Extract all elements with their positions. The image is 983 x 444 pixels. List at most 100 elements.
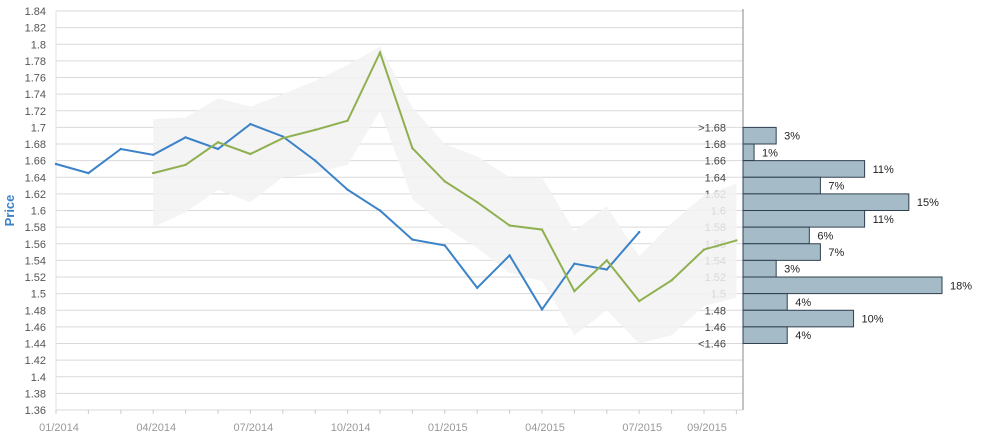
actual-data-point	[508, 254, 511, 257]
histogram-bin-label: 1.48	[705, 305, 726, 317]
forecast-data-point	[476, 200, 479, 204]
y-tick-label: 1.36	[25, 405, 46, 417]
histogram-bar	[742, 326, 788, 344]
histogram-bar	[742, 226, 810, 245]
forecast-data-point	[702, 248, 706, 251]
forecast-data-point	[184, 163, 187, 166]
histogram-percent-label: 11%	[873, 214, 894, 226]
histogram-bar	[742, 193, 910, 211]
x-tick-label: 01/2014	[39, 422, 79, 434]
histogram-percent-label: 3%	[784, 264, 800, 276]
histogram-bar	[742, 259, 777, 278]
y-tick-label: 1.76	[25, 73, 46, 85]
y-tick-label: 1.62	[25, 189, 46, 201]
y-tick-label: 1.48	[25, 305, 46, 317]
histogram-bar	[742, 176, 821, 195]
y-tick-label: 1.64	[25, 172, 46, 184]
forecast-data-point	[670, 279, 673, 282]
histogram-bin-label: 1.66	[705, 156, 726, 168]
y-tick-label: 1.5	[31, 289, 46, 301]
histogram-percent-label: 7%	[828, 181, 844, 193]
forecast-data-point	[346, 119, 349, 122]
y-tick-label: 1.72	[25, 106, 46, 118]
actual-data-point	[119, 147, 123, 151]
y-tick-label: 1.7	[31, 122, 46, 134]
forecast-data-point	[735, 239, 738, 242]
x-tick-label: 10/2014	[331, 422, 371, 434]
forecast-data-point	[216, 141, 220, 144]
histogram-percent-label: 18%	[950, 280, 972, 292]
histogram-percent-label: 15%	[917, 197, 939, 209]
actual-data-point	[411, 238, 414, 241]
actual-data-point	[443, 244, 446, 247]
forecast-data-point	[281, 136, 284, 140]
histogram-bar	[742, 276, 943, 295]
histogram-bar	[742, 160, 866, 178]
forecast-data-point	[152, 171, 155, 175]
y-tick-label: 1.8	[31, 39, 46, 51]
forecast-data-point	[314, 128, 317, 132]
forecast-confidence-band	[153, 46, 737, 344]
histogram-bar	[742, 309, 855, 328]
y-tick-label: 1.78	[25, 56, 46, 68]
y-tick-label: 1.38	[25, 388, 46, 400]
y-tick-label: 1.42	[25, 355, 46, 367]
histogram-bin-label: 1.68	[705, 139, 726, 151]
forecast-data-point	[411, 146, 414, 150]
y-tick-label: 1.74	[25, 89, 46, 101]
forecast-data-point	[249, 152, 252, 156]
histogram-bar	[742, 143, 755, 162]
actual-data-point	[573, 262, 576, 265]
actual-data-point	[216, 147, 220, 151]
y-tick-label: 1.66	[25, 156, 46, 168]
y-tick-label: 1.56	[25, 239, 46, 251]
actual-data-point	[638, 230, 641, 234]
x-tick-label: 09/2015	[687, 422, 727, 434]
x-tick-label: 07/2015	[622, 422, 662, 434]
x-tick-label: 04/2014	[136, 422, 176, 434]
histogram-percent-label: 10%	[862, 314, 884, 326]
y-tick-label: 1.46	[25, 322, 46, 334]
histogram-bin-label: 1.46	[705, 322, 726, 334]
y-tick-label: 1.82	[25, 23, 46, 35]
histogram-bar	[742, 243, 821, 261]
x-tick-label: 04/2015	[525, 422, 565, 434]
actual-data-point	[346, 188, 349, 191]
forecast-data-point	[378, 51, 382, 54]
y-tick-label: 1.58	[25, 222, 46, 234]
forecast-data-point	[443, 180, 446, 183]
actual-data-point	[87, 171, 90, 175]
histogram-bin-label: <1.46	[698, 339, 726, 351]
actual-data-point	[249, 122, 252, 126]
forecast-data-point	[540, 228, 544, 231]
histogram-percent-label: 3%	[784, 131, 800, 143]
actual-data-point	[152, 153, 155, 157]
histogram-bar	[742, 210, 866, 228]
histogram-bin-label: >1.68	[698, 122, 726, 134]
forecast-data-point	[605, 259, 608, 262]
y-axis-label: Price	[2, 195, 17, 227]
forecast-data-point	[638, 299, 641, 303]
y-tick-label: 1.84	[25, 6, 46, 18]
y-tick-label: 1.4	[31, 372, 46, 384]
y-tick-label: 1.52	[25, 272, 46, 284]
y-tick-label: 1.54	[25, 255, 46, 267]
histogram-percent-label: 4%	[795, 330, 811, 342]
actual-data-point	[540, 308, 544, 311]
histogram-bar	[742, 126, 777, 145]
actual-data-point	[184, 136, 187, 139]
histogram-percent-label: 6%	[817, 230, 833, 242]
x-tick-label: 01/2015	[428, 422, 468, 434]
histogram-percent-label: 1%	[762, 147, 778, 159]
forecast-data-point	[573, 289, 576, 293]
forecast-data-point	[508, 224, 511, 227]
histogram-bin-label: 1.64	[705, 172, 726, 184]
actual-data-point	[476, 286, 479, 290]
actual-data-point	[605, 268, 608, 271]
actual-data-point	[54, 162, 58, 166]
actual-data-point	[314, 159, 317, 162]
x-tick-label: 07/2014	[234, 422, 274, 434]
histogram-bar	[742, 293, 788, 311]
